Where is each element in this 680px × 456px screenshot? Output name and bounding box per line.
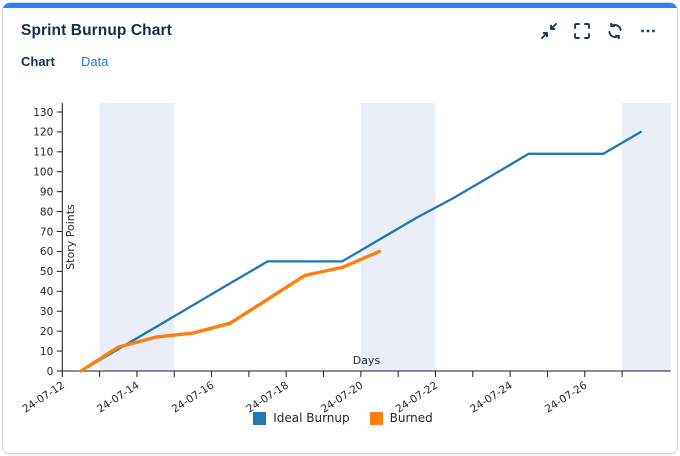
card-header: Sprint Burnup Chart xyxy=(3,8,677,44)
y-tick-label: 110 xyxy=(33,147,53,159)
refresh-icon[interactable] xyxy=(606,22,624,40)
series-burned xyxy=(79,249,382,373)
y-tick-label: 30 xyxy=(40,306,53,318)
y-tick-label: 0 xyxy=(47,366,54,378)
legend-label: Burned xyxy=(389,411,433,425)
legend-item-burned: Burned xyxy=(369,411,433,425)
x-tick-label: 24-07-18 xyxy=(244,379,291,413)
burnup-chart: 0 10 20 30 40 50 60 70 80 90 100 110 120 130 24-07-12 2… xyxy=(3,91,677,415)
tab-data[interactable]: Data xyxy=(80,54,109,69)
y-tick-label: 80 xyxy=(40,206,53,218)
card-accent-bar xyxy=(3,3,677,8)
weekend-band xyxy=(622,103,671,371)
weekend-band xyxy=(99,103,175,371)
y-tick-label: 90 xyxy=(40,186,53,198)
y-tick-label: 130 xyxy=(33,107,53,119)
fullscreen-icon[interactable] xyxy=(573,22,591,40)
x-tick-label: 24-07-26 xyxy=(543,379,590,413)
tab-chart[interactable]: Chart xyxy=(21,54,55,69)
y-tick-label: 100 xyxy=(33,167,53,179)
series-ideal-burnup xyxy=(79,130,642,373)
tab-bar: Chart Data xyxy=(3,44,677,69)
toolbar xyxy=(540,22,657,40)
more-icon[interactable] xyxy=(639,22,657,40)
x-axis-title: Days xyxy=(353,354,381,367)
x-axis-ticks: 24-07-12 24-07-14 24-07-16 24-07-18 24-07-20… xyxy=(20,371,623,415)
legend-item-ideal-burnup: Ideal Burnup xyxy=(253,411,350,425)
x-tick-label: 24-07-14 xyxy=(95,379,142,413)
weekend-band xyxy=(360,103,436,371)
chart-legend: Ideal Burnup Burned xyxy=(3,411,677,425)
x-tick-label: 24-07-24 xyxy=(468,379,515,413)
legend-swatch xyxy=(253,411,267,425)
x-tick-label: 24-07-16 xyxy=(170,379,217,413)
weekend-bands xyxy=(99,103,671,371)
y-tick-label: 120 xyxy=(33,127,53,139)
y-tick-label: 60 xyxy=(40,246,53,258)
y-axis-ticks: 0 10 20 30 40 50 60 70 80 90 100 110 120 130 xyxy=(33,107,63,378)
y-tick-label: 20 xyxy=(40,326,53,338)
y-tick-label: 70 xyxy=(40,226,53,238)
legend-label: Ideal Burnup xyxy=(273,411,350,425)
page-title: Sprint Burnup Chart xyxy=(21,22,172,39)
y-axis-title: Story Points xyxy=(64,204,77,270)
y-tick-label: 50 xyxy=(40,266,53,278)
y-tick-label: 10 xyxy=(40,346,53,358)
x-tick-label: 24-07-22 xyxy=(394,379,441,413)
x-tick-label: 24-07-20 xyxy=(319,379,366,413)
collapse-icon[interactable] xyxy=(540,22,558,40)
axes xyxy=(61,103,671,372)
y-tick-label: 40 xyxy=(40,286,53,298)
legend-swatch xyxy=(369,411,383,425)
x-tick-label: 24-07-12 xyxy=(20,379,67,413)
